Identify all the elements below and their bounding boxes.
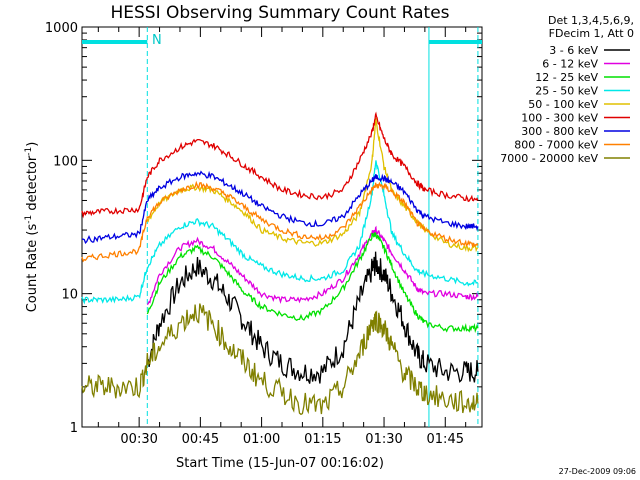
series-line [81,170,479,244]
legend-label: 12 - 25 keV [535,71,598,84]
night-marker-label: N [152,33,162,48]
legend-label: 3 - 6 keV [549,44,598,57]
y-tick-label: 100 [53,154,78,169]
legend-label: 50 - 100 keV [528,98,598,111]
series-line [81,180,479,263]
series-line [81,111,479,219]
legend-header-line-2: FDecim 1, Att 0 [549,27,634,40]
x-tick-label: 00:45 [182,432,219,447]
series-line [81,303,479,416]
x-tick-label: 01:15 [304,432,341,447]
legend-label: 25 - 50 keV [535,85,598,98]
y-tick-label: 1 [70,421,78,436]
x-axis-ticks: 00:30 00:45 01:00 01:15 01:30 01:45 [97,27,467,447]
y-tick-label: 10 [61,288,78,303]
y-axis-ticks: 1 10 100 1000 [45,21,482,436]
legend-header-line-1: Det 1,3,4,5,6,9, [548,14,634,27]
chart-title: HESSI Observing Summary Count Rates [110,3,449,23]
series-line [146,251,479,384]
legend-label: 7000 - 20000 keV [500,152,598,165]
series-line [146,225,479,306]
legend-label: 6 - 12 keV [542,58,598,71]
series-lines [81,111,479,416]
legend-label: 800 - 7000 keV [514,139,598,152]
legend-label: 300 - 800 keV [521,125,598,138]
x-tick-label: 01:00 [243,432,280,447]
series-line [146,232,479,334]
x-tick-label: 00:30 [120,432,157,447]
legend-label: 100 - 300 keV [521,112,598,125]
y-axis-label: Count Rate (s-1 detector-1) [24,142,40,313]
x-axis-label: Start Time (15-Jun-07 00:16:02) [176,456,384,471]
footer-stamp: 27-Dec-2009 09:06 [559,467,636,476]
series-line [146,117,479,253]
x-tick-label: 01:45 [427,432,464,447]
y-tick-label: 1000 [45,21,78,36]
x-tick-label: 01:30 [365,432,402,447]
series-line [81,160,479,305]
